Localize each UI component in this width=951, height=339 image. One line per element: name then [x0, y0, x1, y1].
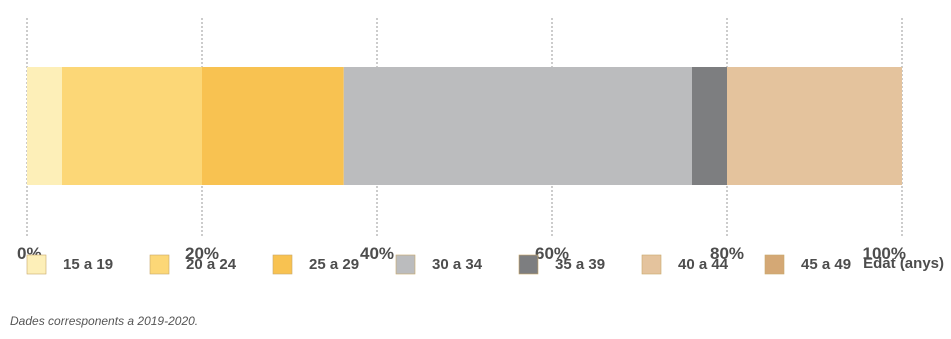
legend-label: 40 a 44: [678, 256, 729, 273]
bar-segment-40-a-44: [727, 67, 902, 185]
legend-swatch: [764, 254, 785, 275]
legend-item: 20 a 24: [149, 254, 237, 275]
legend: 15 a 19 20 a 24 25 a 29 30 a 34 35 a 39 40 a …: [26, 254, 851, 275]
x-tick-label: 20%: [185, 244, 219, 263]
legend-swatch: [395, 254, 416, 275]
legend-label: 30 a 34: [432, 256, 483, 273]
legend-item: 40 a 44: [641, 254, 729, 275]
legend-label: 35 a 39: [555, 256, 605, 273]
legend-item: 30 a 34: [395, 254, 483, 275]
legend-swatch: [272, 254, 293, 275]
legend-swatch: [149, 254, 170, 275]
legend-label: 15 a 19: [63, 256, 113, 273]
legend-swatch: [641, 254, 662, 275]
x-tick-labels: 0% 20% 40% 60% 80% 100%: [17, 244, 906, 263]
legend-item: 15 a 19: [26, 254, 113, 275]
bar-segment-35-a-39: [692, 67, 727, 185]
x-tick-label: 60%: [535, 244, 569, 263]
x-tick-label: 80%: [710, 244, 744, 263]
x-axis-label: Edat (anys): [863, 255, 944, 272]
legend-item: 25 a 29: [272, 254, 359, 275]
bar-segment-15-a-19: [27, 67, 62, 185]
legend-label: 20 a 24: [186, 256, 237, 273]
bar-segments: [27, 67, 902, 185]
legend-swatch: [518, 254, 539, 275]
legend-item: 35 a 39: [518, 254, 605, 275]
bar-segment-25-a-29: [202, 67, 344, 185]
bar-segment-30-a-34: [343, 67, 692, 185]
bar-segment-20-a-24: [62, 67, 202, 185]
footnote: Dades corresponents a 2019-2020.: [10, 314, 199, 328]
legend-label: 45 a 49: [801, 256, 851, 273]
legend-swatch: [26, 254, 47, 275]
legend-label: 25 a 29: [309, 256, 359, 273]
x-tick-label: 100%: [863, 244, 906, 263]
x-tick-label: 40%: [360, 244, 394, 263]
legend-item: 45 a 49: [764, 254, 851, 275]
